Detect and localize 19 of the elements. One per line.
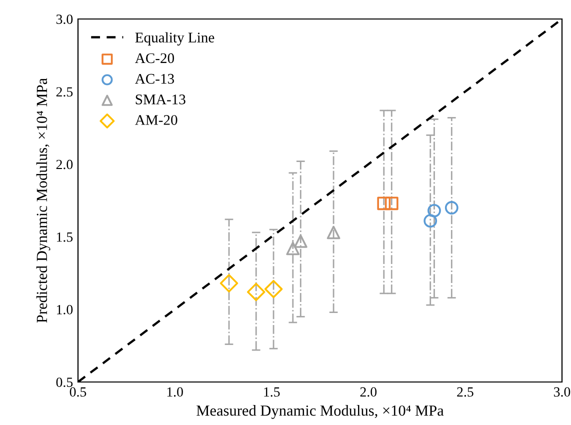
y-tick-label: 1.5 [57, 232, 73, 242]
y-tick-label: 0.5 [56, 378, 73, 388]
legend-label: AC-20 [135, 53, 174, 64]
x-tick-label: 2.5 [457, 387, 474, 397]
y-tick-label: 3.0 [56, 14, 73, 24]
x-axis-title: Measured Dynamic Modulus, ×10⁴ MPa [196, 405, 444, 419]
x-tick-label: 0.5 [70, 387, 86, 397]
x-tick-label: 2.0 [360, 387, 377, 397]
y-axis-title: Predicted Dynamic Modulus, ×10⁴ MPa [36, 78, 50, 323]
x-tick-label: 1.0 [167, 387, 183, 397]
legend-label: AC-13 [135, 74, 174, 84]
y-tick-label: 2.5 [56, 87, 73, 97]
y-tick-label: 2.0 [56, 160, 73, 170]
legend-label: Equality Line [135, 32, 214, 46]
x-tick-label: 1.5 [264, 387, 280, 397]
x-tick-label: 3.0 [554, 387, 570, 397]
y-tick-label: 1.0 [57, 304, 73, 314]
legend-label: SMA-13 [136, 94, 186, 104]
legend-label: AM-20 [135, 115, 178, 125]
